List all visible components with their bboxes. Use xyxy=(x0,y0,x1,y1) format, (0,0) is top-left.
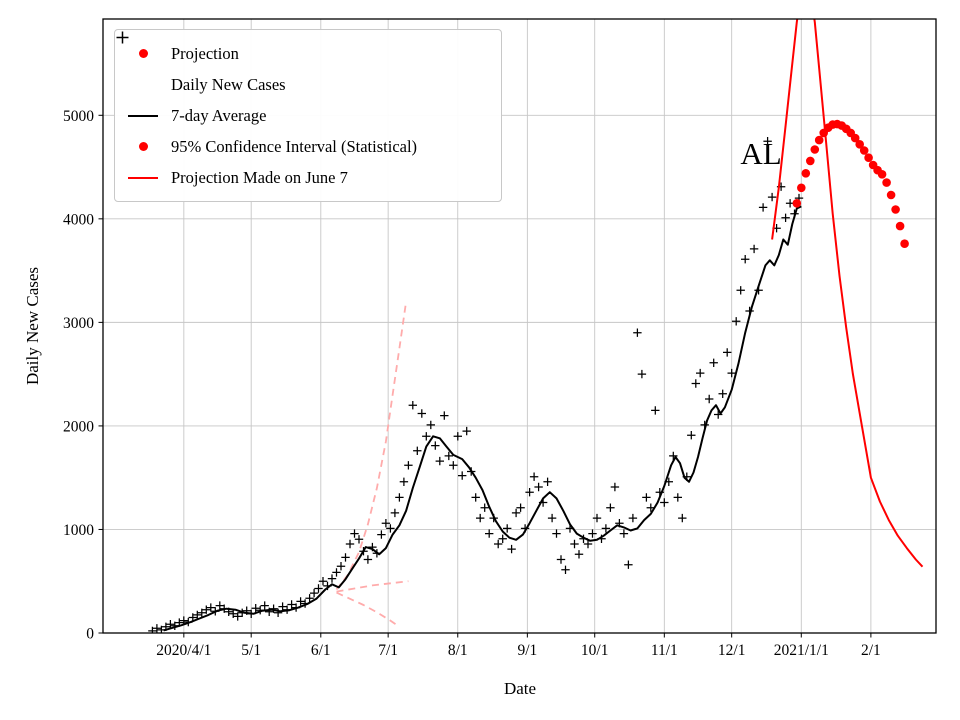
x-tick-label: 6/1 xyxy=(311,642,331,659)
y-tick-label: 5000 xyxy=(63,108,94,125)
series-path xyxy=(336,580,409,593)
projection-dot xyxy=(806,156,815,166)
x-tick-label: 7/1 xyxy=(378,642,398,659)
series-95-ci-mid-june-7 xyxy=(336,580,409,593)
line-marker-icon xyxy=(115,176,171,179)
projection-dot xyxy=(810,145,820,154)
series-7-day-average xyxy=(163,205,802,632)
projection-dot xyxy=(877,170,887,179)
line-marker-icon xyxy=(115,114,171,117)
projection-dot xyxy=(900,239,909,248)
tick-labels: 2020/4/1 5/1 6/1 7/1 8/1 9/1 10/1 11/1 12/1 2021/… xyxy=(63,108,881,659)
projection-dot xyxy=(864,153,873,162)
legend-item-label: 7-day Average xyxy=(171,105,267,125)
dot-glyph xyxy=(138,49,148,58)
projection-dot xyxy=(891,205,900,214)
legend-item-label: Projection Made on June 7 xyxy=(171,167,348,187)
legend-item-95-confidence-interval-statistical: 95% Confidence Interval (Statistical) xyxy=(115,131,501,162)
gridlines xyxy=(103,19,936,633)
projection-dot xyxy=(855,140,864,149)
x-tick-label: 2021/1/1 xyxy=(774,642,829,659)
x-tick-label: 12/1 xyxy=(718,642,746,659)
plot-frame xyxy=(102,18,937,634)
y-tick-label: 2000 xyxy=(63,418,94,435)
axis-ticks xyxy=(98,114,872,638)
legend-item-projection: Projection xyxy=(115,38,501,69)
projection-dot xyxy=(886,190,896,200)
projection-dot xyxy=(814,135,824,145)
projection-dot xyxy=(895,221,905,231)
series-path xyxy=(336,591,400,628)
legend-item-projection-made-on-june-7: Projection Made on June 7 xyxy=(115,162,501,193)
legend: Projection Daily New Cases 7-day Average 95… xyxy=(114,29,502,202)
plus-glyph xyxy=(116,31,129,44)
line-glyph xyxy=(128,114,158,117)
dot-marker-icon xyxy=(115,142,171,151)
state-label-annotation: AL xyxy=(740,136,782,171)
x-tick-label: 2020/4/1 xyxy=(156,642,211,659)
projection-dot xyxy=(797,183,806,193)
series-projection-made-on-june-7 xyxy=(771,19,924,568)
series-daily-new-cases xyxy=(148,137,804,633)
x-tick-label: 10/1 xyxy=(581,642,609,659)
projection-dot xyxy=(801,169,811,178)
legend-item-7-day-average: 7-day Average xyxy=(115,100,501,131)
dot-marker-icon xyxy=(115,49,171,58)
legend-item-daily-new-cases: Daily New Cases xyxy=(115,31,501,100)
projection-dot xyxy=(792,199,802,208)
series-path xyxy=(335,301,407,591)
y-tick-label: 1000 xyxy=(63,522,94,539)
x-tick-label: 11/1 xyxy=(651,642,678,659)
series-95-ci-upper-june-7 xyxy=(335,301,407,591)
series-projection xyxy=(792,119,909,248)
projection-dot xyxy=(850,133,860,143)
projection-dot xyxy=(882,178,891,187)
x-tick-label: 5/1 xyxy=(241,642,261,659)
x-tick-label: 8/1 xyxy=(448,642,468,659)
series-path xyxy=(163,205,802,632)
legend-item-label: Daily New Cases xyxy=(171,74,286,94)
daily-new-cases-markers xyxy=(148,137,804,633)
series-path xyxy=(771,19,924,568)
x-tick-label: 2/1 xyxy=(861,642,881,659)
y-tick-label: 4000 xyxy=(63,211,94,228)
series-95-ci-lower-june-7 xyxy=(336,591,400,628)
line-glyph xyxy=(128,176,158,179)
y-tick-label: 3000 xyxy=(63,315,94,332)
x-tick-label: 9/1 xyxy=(517,642,537,659)
x-axis-label: Date xyxy=(503,679,537,698)
y-tick-label: 0 xyxy=(86,626,94,643)
legend-item-label: Projection xyxy=(171,43,239,63)
dot-glyph xyxy=(138,142,148,151)
projection-dot xyxy=(859,146,869,155)
legend-item-label: 95% Confidence Interval (Statistical) xyxy=(171,136,418,156)
y-axis-label: Daily New Cases xyxy=(23,266,42,386)
